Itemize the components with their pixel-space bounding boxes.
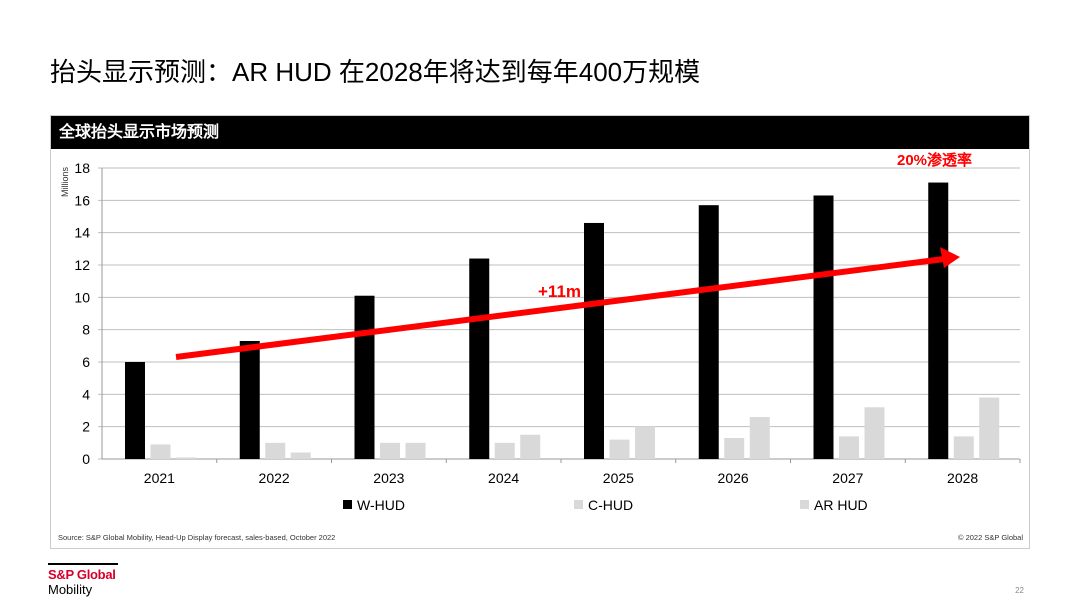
copyright: © 2022 S&P Global: [957, 533, 1023, 542]
bar-w-hud: [928, 182, 949, 460]
y-tick-label: 14: [74, 225, 90, 241]
bar-ar-hud: [290, 452, 311, 459]
trend-arrow-line: [175, 256, 945, 360]
y-tick-label: 4: [82, 386, 90, 402]
y-tick-label: 8: [82, 322, 90, 338]
x-tick-label: 2026: [718, 470, 749, 486]
legend-label: C-HUD: [588, 497, 633, 513]
bar-w-hud: [813, 195, 834, 459]
bar-ar-hud: [749, 416, 770, 459]
y-tick-label: 16: [74, 192, 90, 208]
bar-c-hud: [494, 442, 515, 459]
source-note: Source: S&P Global Mobility, Head-Up Dis…: [58, 533, 336, 542]
bar-ar-hud: [520, 434, 541, 459]
panel-title: 全球抬头显示市场预测: [51, 116, 1029, 149]
slide-title: 抬头显示预测：AR HUD 在2028年将达到每年400万规模: [50, 57, 701, 87]
y-tick-label: 6: [82, 354, 90, 370]
legend-swatch: [343, 500, 352, 509]
page-number: 22: [1015, 586, 1024, 595]
bar-ar-hud: [979, 397, 1000, 459]
bar-ar-hud: [864, 407, 885, 459]
legend-swatch: [574, 500, 583, 509]
bar-c-hud: [609, 439, 630, 459]
bar-c-hud: [724, 437, 745, 459]
bar-w-hud: [469, 258, 490, 459]
bar-ar-hud: [176, 457, 196, 459]
bar-w-hud: [584, 222, 604, 459]
bar-c-hud: [380, 442, 400, 459]
bar-w-hud: [239, 340, 260, 459]
x-tick-label: 2024: [488, 470, 519, 486]
x-tick-label: 2021: [144, 470, 175, 486]
logo-rule: [48, 563, 118, 565]
bar-c-hud: [265, 442, 286, 459]
penetration-label: 20%渗透率: [897, 151, 972, 169]
bar-w-hud: [698, 205, 719, 459]
bar-w-hud: [125, 362, 145, 459]
y-axis-label: Millions: [60, 166, 70, 197]
legend-label: W-HUD: [357, 497, 405, 513]
y-tick-label: 2: [82, 419, 90, 435]
y-tick-label: 0: [82, 451, 90, 467]
logo-subtext: Mobility: [48, 582, 93, 597]
legend-label: AR HUD: [814, 497, 868, 513]
bar-ar-hud: [635, 426, 655, 459]
chart-panel: 全球抬头显示市场预测: [50, 115, 1030, 549]
x-tick-label: 2027: [832, 470, 863, 486]
x-tick-label: 2028: [947, 470, 978, 486]
bar-c-hud: [150, 444, 171, 459]
x-tick-label: 2025: [603, 470, 634, 486]
y-tick-label: 18: [74, 160, 90, 176]
legend-swatch: [800, 500, 809, 509]
bar-w-hud: [354, 295, 375, 459]
bar-ar-hud: [405, 442, 426, 459]
bar-c-hud: [953, 436, 974, 459]
x-tick-label: 2022: [259, 470, 290, 486]
y-tick-label: 10: [74, 289, 90, 305]
x-tick-label: 2023: [373, 470, 404, 486]
logo-text: S&P Global: [48, 567, 116, 582]
y-tick-label: 12: [74, 257, 90, 273]
bar-c-hud: [839, 436, 859, 459]
arrow-label: +11m: [538, 282, 581, 301]
trend-arrow-head: [940, 247, 960, 268]
